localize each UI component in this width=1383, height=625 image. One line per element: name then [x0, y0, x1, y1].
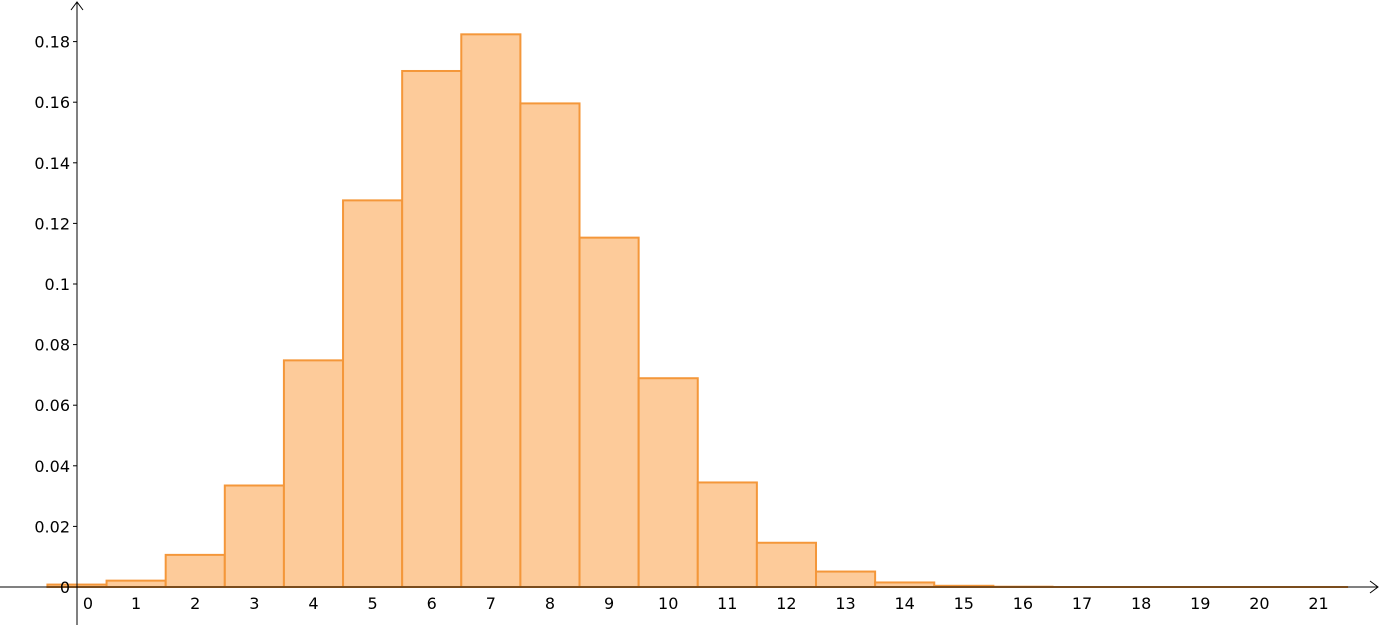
bar-9: [578, 236, 640, 588]
x-tick-label: 14: [895, 594, 915, 613]
x-tick-label: 20: [1249, 594, 1269, 613]
x-tick-label: 7: [486, 594, 496, 613]
y-tick-label: 0.1: [45, 275, 70, 294]
x-tick-label: 15: [954, 594, 974, 613]
x-tick-label: 21: [1308, 594, 1328, 613]
x-tick-label: 6: [427, 594, 437, 613]
x-tick-label: 18: [1131, 594, 1151, 613]
y-tick-label: 0.04: [34, 457, 70, 476]
bar-8: [519, 102, 581, 588]
bar-11: [696, 481, 758, 588]
x-tick-label: 13: [835, 594, 855, 613]
x-tick-label: 12: [776, 594, 796, 613]
y-tick-label: 0.14: [34, 154, 70, 173]
x-tick-label: 19: [1190, 594, 1210, 613]
x-tick-label: 17: [1072, 594, 1092, 613]
bar-7: [460, 33, 522, 588]
x-tick-label: 9: [604, 594, 614, 613]
bar-13: [815, 570, 877, 588]
x-tick-label: 1: [131, 594, 141, 613]
x-tick-label: 5: [368, 594, 378, 613]
y-tick-label: 0.08: [34, 336, 70, 355]
x-tick-label: 10: [658, 594, 678, 613]
y-axis-arrow-icon: [70, 1, 84, 11]
y-tick-label: 0.18: [34, 33, 70, 52]
bar-5: [342, 199, 404, 588]
bar-3: [223, 484, 285, 588]
x-tick-label: 3: [249, 594, 259, 613]
x-tick-labels: 0 1 2 3 4 5 6 7 8 9 10 11 12 13 14 15 16 17 18 19 20 21: [83, 594, 1329, 613]
bar-2: [164, 553, 226, 589]
x-tick-label: 11: [717, 594, 737, 613]
x-tick-label: 0: [83, 594, 93, 613]
y-tick-label: 0.02: [34, 517, 70, 536]
y-tick-label: 0.06: [34, 396, 70, 415]
bar-12: [755, 541, 818, 589]
bar-6: [401, 69, 463, 589]
bars-group: [46, 33, 1349, 589]
y-tick-labels: 0 0.02 0.04 0.06 0.08 0.1 0.12 0.14 0.16 0.18: [34, 33, 77, 597]
bar-10: [637, 377, 699, 589]
x-tick-label: 2: [190, 594, 200, 613]
x-tick-label: 16: [1013, 594, 1033, 613]
x-axis-arrow-icon: [1369, 580, 1379, 594]
x-tick-label: 8: [545, 594, 555, 613]
y-tick-label: 0: [60, 578, 70, 597]
y-tick-label: 0.16: [34, 93, 70, 112]
y-tick-label: 0.12: [34, 214, 70, 233]
x-tick-label: 4: [308, 594, 318, 613]
bar-4: [282, 359, 345, 588]
